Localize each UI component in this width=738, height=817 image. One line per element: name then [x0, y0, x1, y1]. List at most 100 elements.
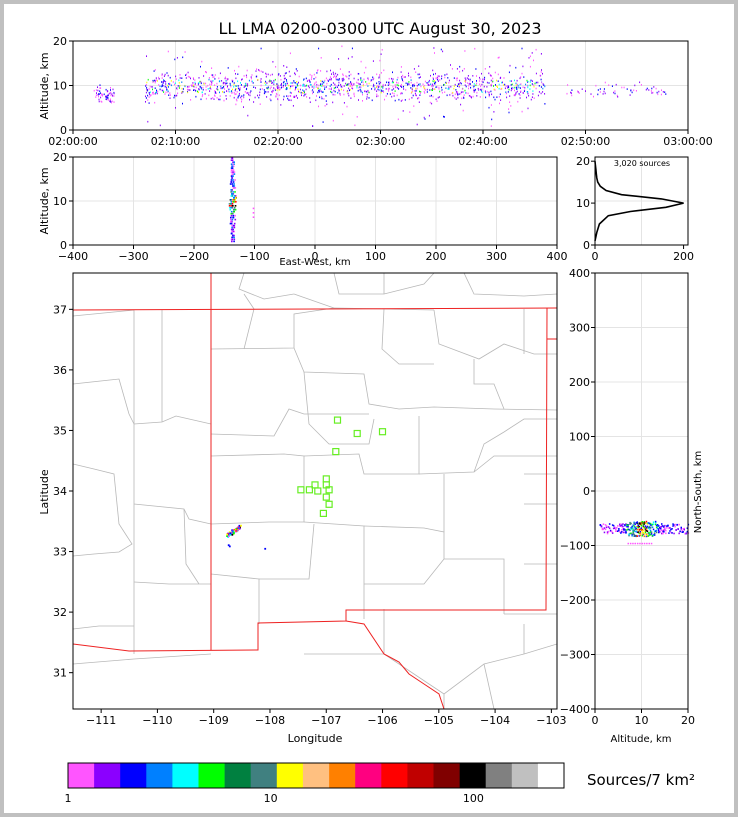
time-height-source [405, 89, 407, 91]
lma-station [353, 429, 361, 438]
north-south-source [619, 523, 621, 526]
north-south-source [658, 531, 660, 534]
east-west-source [231, 183, 234, 185]
east-west-source [230, 218, 232, 221]
time-height-source [250, 90, 252, 92]
time-height-source [396, 81, 397, 84]
north-south-source [629, 529, 631, 532]
time-height-source [272, 61, 274, 63]
time-height-source [453, 85, 455, 88]
time-height-source [332, 101, 334, 104]
time-height-source [508, 71, 510, 74]
east-west-source [234, 205, 237, 207]
north-south-source [622, 525, 624, 528]
north-south-source [643, 523, 646, 525]
time-height-source [467, 75, 469, 77]
time-height-source [392, 81, 394, 84]
time-height-source [446, 94, 448, 97]
time-height-source [292, 85, 294, 87]
time-height-source [469, 78, 471, 81]
north-south-source [648, 526, 651, 528]
east-west-source [231, 167, 233, 169]
time-height-source [189, 76, 191, 78]
time-height-source [432, 85, 434, 87]
north-south-source [621, 524, 623, 527]
time-height-source [345, 75, 347, 77]
time-height-source [340, 85, 342, 88]
time-height-source [542, 72, 543, 75]
north-south-source [645, 533, 648, 535]
time-height-source [235, 103, 237, 106]
time-height-source [432, 83, 434, 86]
time-height-source [98, 98, 100, 101]
time-height-source [222, 82, 224, 85]
time-height-source [490, 79, 492, 82]
north-south-source [646, 530, 649, 532]
north-south-x-tick-label: 0 [592, 714, 599, 727]
north-south-source [635, 528, 637, 530]
north-south-source [622, 531, 624, 534]
north-south-source [632, 529, 634, 532]
east-west-source [231, 218, 234, 221]
plan-view-y-tick-label: 34 [53, 485, 67, 498]
time-height-source [621, 86, 623, 89]
time-height-source [527, 80, 529, 83]
time-height-source [531, 83, 533, 85]
time-height-source [163, 80, 165, 82]
time-height-source [281, 82, 282, 85]
time-height-source [267, 73, 269, 76]
time-height-source [332, 71, 334, 74]
time-height-source [265, 75, 267, 78]
time-height-source [417, 73, 419, 76]
time-height-source [419, 90, 420, 93]
time-height-source [388, 90, 390, 92]
east-west-source [233, 222, 236, 225]
north-south-source [668, 532, 670, 534]
time-height-source [296, 83, 298, 85]
north-south-source [608, 527, 611, 530]
time-height-source [250, 76, 252, 78]
north-south-source [682, 528, 684, 530]
time-height-source [235, 77, 237, 80]
time-height-source [295, 94, 297, 97]
time-height-source [307, 79, 309, 82]
time-height-source [145, 85, 147, 87]
time-height-source [427, 82, 429, 85]
time-height-source [486, 90, 488, 93]
time-height-source [489, 66, 491, 68]
time-height-source [205, 71, 206, 73]
time-height-source [298, 81, 299, 84]
time-height-source [225, 98, 227, 100]
time-height-source [599, 91, 601, 93]
time-height-source [243, 106, 244, 108]
plan-view-source [226, 535, 228, 537]
time-height-source [351, 47, 353, 50]
time-height-source [287, 95, 289, 97]
time-height-source [175, 95, 177, 97]
time-height-source [613, 91, 615, 94]
north-south-y-label: North-South, km [693, 451, 704, 534]
time-height-source [424, 80, 426, 83]
north-south-source [658, 525, 660, 527]
north-south-source [600, 525, 603, 527]
time-height-source [424, 87, 426, 90]
time-height-source [482, 78, 484, 81]
time-height-source [500, 88, 502, 90]
time-height-source [396, 78, 398, 81]
time-height-source [446, 73, 448, 76]
time-height-source [238, 94, 240, 97]
time-height-source [380, 90, 382, 93]
time-height-source [391, 77, 392, 80]
time-height-source [493, 96, 495, 99]
time-height-source [107, 95, 109, 97]
time-height-source [510, 80, 512, 82]
time-height-source [434, 82, 435, 85]
north-south-source [671, 528, 673, 530]
time-height-source [413, 105, 415, 107]
time-height-source [527, 84, 529, 87]
time-height-source [184, 51, 186, 53]
time-height-source [422, 83, 424, 85]
time-height-source [212, 76, 214, 78]
time-height-source [162, 89, 164, 92]
time-height-source [359, 83, 361, 86]
